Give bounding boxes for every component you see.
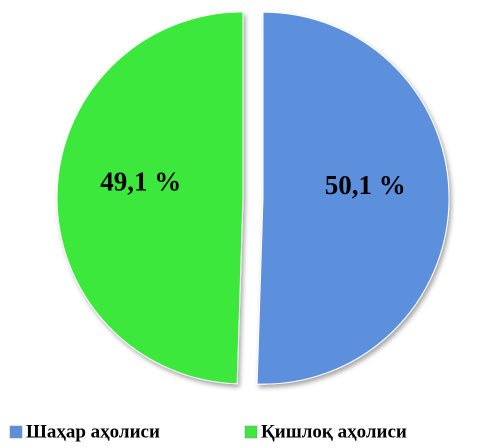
legend-label: Қишлоқ аҳолиси [261, 421, 407, 442]
legend-swatch [9, 425, 23, 439]
value-label: 50,1 % [325, 170, 406, 200]
pie-slice [56, 11, 244, 385]
pie-slice [256, 11, 450, 385]
legend-swatch [244, 425, 258, 439]
legend-label: Шаҳар аҳолиси [26, 421, 160, 442]
value-label: 49,1 % [100, 166, 181, 196]
